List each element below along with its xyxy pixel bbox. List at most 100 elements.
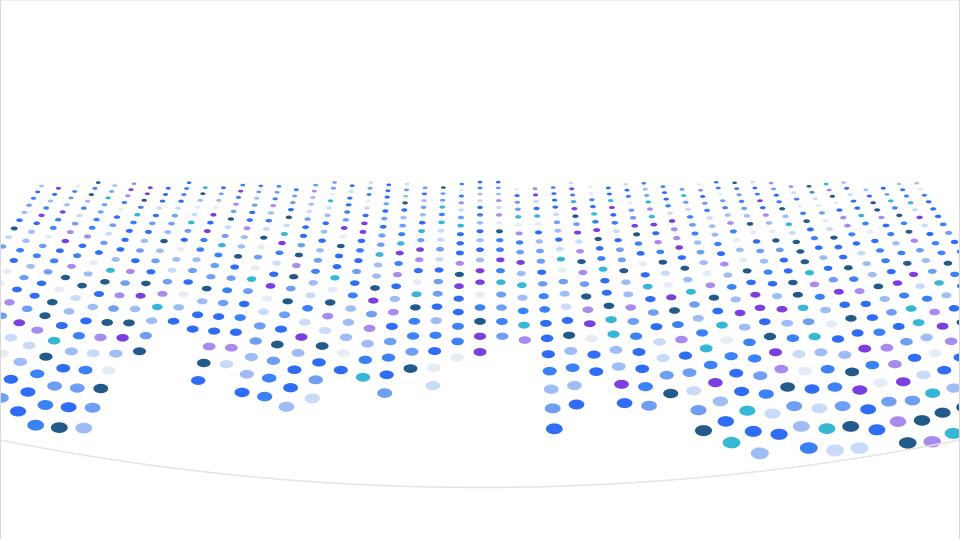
halftone-dot <box>26 203 32 207</box>
halftone-dot <box>914 181 919 185</box>
halftone-dot <box>330 186 336 190</box>
halftone-dot <box>818 423 836 434</box>
halftone-dot <box>324 299 336 306</box>
halftone-dot <box>833 201 839 205</box>
halftone-dot <box>302 225 309 230</box>
halftone-dot <box>455 250 464 256</box>
halftone-dot <box>810 236 819 241</box>
halftone-dot <box>27 419 44 431</box>
halftone-dot <box>683 200 689 204</box>
halftone-dot <box>682 368 697 377</box>
halftone-dot <box>698 188 704 192</box>
halftone-dot <box>439 205 446 209</box>
halftone-dot <box>634 241 643 246</box>
halftone-dot <box>496 332 509 340</box>
halftone-dot <box>595 246 604 251</box>
halftone-dot <box>278 401 295 412</box>
halftone-dot <box>176 247 185 252</box>
halftone-dot <box>36 280 47 287</box>
halftone-dot <box>4 299 15 306</box>
halftone-dot <box>660 270 671 276</box>
halftone-dot <box>421 199 427 202</box>
halftone-dot <box>340 226 348 230</box>
halftone-dot <box>843 265 853 271</box>
halftone-dot <box>192 257 201 263</box>
halftone-dot <box>908 271 919 278</box>
halftone-dot <box>648 214 655 219</box>
halftone-dot <box>516 249 525 255</box>
halftone-dot <box>939 222 947 227</box>
halftone-dot <box>834 401 851 412</box>
halftone-dot <box>675 335 688 344</box>
halftone-dot <box>326 206 332 210</box>
halftone-dot <box>538 293 549 300</box>
halftone-dot <box>629 216 637 220</box>
halftone-dot <box>0 244 7 249</box>
halftone-dot <box>186 181 192 184</box>
halftone-dot <box>10 406 26 417</box>
halftone-dot <box>515 240 524 245</box>
halftone-dot <box>830 235 838 240</box>
halftone-dot <box>428 347 442 356</box>
halftone-dot <box>227 217 235 221</box>
halftone-dot <box>763 269 773 275</box>
halftone-dot <box>568 399 585 410</box>
halftone-dot <box>702 270 712 277</box>
halftone-dot <box>571 207 578 211</box>
halftone-dot <box>104 231 113 236</box>
halftone-dot <box>739 405 756 416</box>
halftone-dot <box>92 187 98 190</box>
halftone-dot <box>623 182 629 186</box>
halftone-dot <box>732 238 741 243</box>
halftone-dot <box>31 326 44 334</box>
halftone-dot <box>477 199 483 203</box>
halftone-dot <box>70 295 81 302</box>
halftone-dot <box>389 295 400 302</box>
halftone-dot <box>834 244 843 250</box>
halftone-dot <box>60 274 71 281</box>
halftone-dot <box>771 187 777 191</box>
halftone-dot <box>654 240 662 245</box>
halftone-dot <box>135 292 146 299</box>
halftone-dot <box>221 186 226 190</box>
halftone-dot <box>210 213 217 217</box>
halftone-dot <box>775 247 784 253</box>
halftone-dot <box>171 213 178 218</box>
halftone-dot <box>517 282 527 289</box>
halftone-dot <box>197 358 211 368</box>
halftone-dot <box>712 396 729 407</box>
halftone-dot <box>925 200 932 204</box>
halftone-dot <box>537 281 548 287</box>
halftone-dot <box>93 291 105 297</box>
halftone-dot <box>862 261 871 267</box>
halftone-dot <box>825 320 838 328</box>
halftone-dot <box>759 318 771 326</box>
halftone-dot <box>601 289 612 296</box>
halftone-dot <box>741 206 748 211</box>
halftone-dot <box>612 229 620 234</box>
halftone-dot <box>38 213 45 218</box>
halftone-dot <box>196 247 205 252</box>
halftone-dot <box>764 408 781 419</box>
halftone-dot <box>251 203 258 207</box>
halftone-dot <box>866 314 879 321</box>
halftone-dot <box>496 268 505 274</box>
halftone-dot <box>659 370 674 380</box>
halftone-dot <box>496 220 503 225</box>
halftone-dot <box>213 205 220 209</box>
halftone-dot <box>881 258 890 264</box>
halftone-dot <box>517 307 529 315</box>
halftone-dot <box>366 193 372 196</box>
halftone-dot <box>903 194 910 198</box>
halftone-dot <box>708 378 723 388</box>
halftone-dot <box>537 269 547 275</box>
halftone-dot <box>39 312 51 320</box>
halftone-dot <box>809 190 815 194</box>
halftone-dot <box>793 197 800 201</box>
halftone-dot <box>175 206 182 210</box>
halftone-dot <box>20 387 36 397</box>
halftone-dot <box>544 403 561 414</box>
halftone-dot <box>695 425 712 437</box>
halftone-dot <box>184 187 190 190</box>
halftone-dot <box>689 223 696 227</box>
